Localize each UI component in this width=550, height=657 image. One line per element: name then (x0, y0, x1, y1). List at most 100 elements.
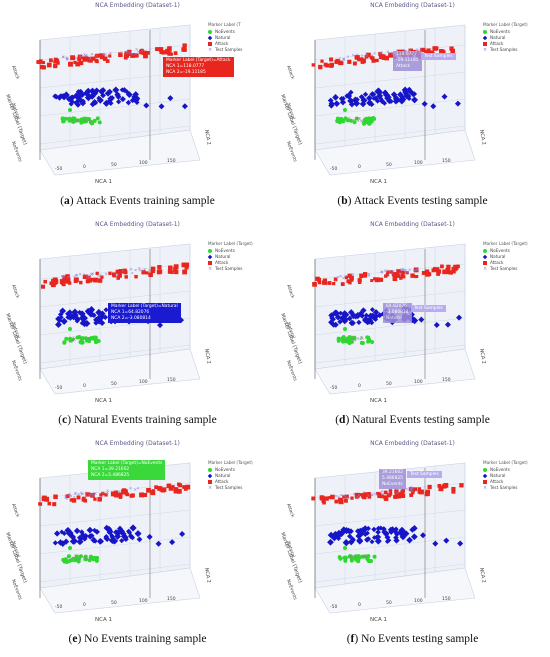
attack-point (85, 492, 90, 497)
legend-item-natural[interactable]: Natural (207, 35, 242, 41)
legend-item-attack[interactable]: Attack (208, 41, 242, 47)
legend-item-natural[interactable]: Natural (482, 473, 528, 479)
attack-point (141, 50, 147, 56)
attack-point (117, 273, 122, 278)
natural-point (399, 533, 407, 541)
y-tick-label: Attack (285, 284, 296, 300)
attack-point (410, 273, 415, 278)
scatter-3d-plot[interactable]: ××××××××××××××××××××××××××××××××××××××××… (0, 0, 275, 190)
test-point: × (337, 494, 340, 499)
test-point: × (106, 490, 109, 495)
test-point: × (352, 118, 355, 123)
test-point: × (354, 338, 357, 343)
legend-title: Marker Label (T (208, 22, 241, 27)
panel-f: NCA Embedding (Dataset-1) × × × × × × × × × × × × × × ×… (275, 438, 550, 657)
attack-point (95, 271, 99, 275)
attack-point (165, 48, 171, 54)
legend-item-noevents[interactable]: NoEvents (208, 29, 242, 35)
natural-point (384, 95, 391, 102)
caption-text: Attack Events training sample (75, 195, 215, 207)
attack-point (116, 276, 120, 280)
legend[interactable]: Marker Label (Target) NoEvents Natural Atta… (207, 241, 253, 272)
legend-item-attack[interactable]: Attack (208, 479, 253, 485)
scatter-3d-plot[interactable]: ××××××××××××××××××××××××××××××××××××××××… (275, 219, 550, 409)
test-point: × (411, 485, 414, 490)
natural-point (93, 320, 99, 326)
legend-item-test-samples[interactable]: × Test Samples (208, 485, 253, 491)
legend-item-attack[interactable]: Attack (483, 41, 528, 47)
caption-paren: ( (335, 414, 340, 426)
legend[interactable]: Marker Label (T NoEvents Natural Attack × Tes… (207, 22, 242, 53)
test-point: × (87, 118, 90, 123)
legend-item-natural[interactable]: Natural (207, 254, 253, 260)
attack-point (345, 494, 349, 499)
test-point: × (129, 486, 132, 491)
diamond-marker-icon (482, 473, 488, 479)
test-point: × (413, 268, 416, 273)
legend-item-natural[interactable]: Natural (482, 254, 528, 260)
attack-point (118, 269, 123, 274)
attack-point (417, 489, 422, 494)
x-tick-label: -50 (55, 385, 62, 391)
test-point: × (80, 490, 83, 495)
legend-item-noevents[interactable]: NoEvents (208, 467, 253, 473)
test-point: × (88, 274, 91, 279)
legend[interactable]: Marker Label (Target) NoEvents Natural Atta… (482, 241, 528, 272)
attack-point (329, 64, 334, 68)
legend-item-test-samples[interactable]: × Test Samples (208, 266, 253, 272)
attack-point (134, 53, 139, 58)
test-point: × (95, 53, 98, 58)
attack-point (183, 487, 188, 491)
noevents-point (73, 118, 78, 123)
legend-item-noevents[interactable]: NoEvents (483, 467, 528, 473)
attack-point (94, 279, 98, 283)
test-point: × (92, 493, 95, 498)
scatter-3d-plot[interactable]: ××××××××××××××××××××××××××××××××××××××××… (275, 438, 550, 628)
natural-point (390, 91, 398, 98)
attack-point (421, 270, 426, 275)
legend-item-test-samples[interactable]: × Test Samples (483, 266, 528, 272)
legend-item-test-samples[interactable]: × Test Samples (483, 485, 528, 491)
legend-item-noevents[interactable]: NoEvents (483, 248, 528, 254)
noevents-point (336, 119, 341, 124)
noevents-point (362, 121, 367, 126)
x-tick-label: 150 (167, 158, 176, 164)
natural-point (169, 539, 176, 546)
natural-point (155, 540, 162, 547)
attack-point (168, 486, 174, 491)
test-point: × (386, 49, 389, 54)
scatter-3d-plot[interactable]: ××××××××××××××××××××××××××××××××××××××××… (0, 219, 275, 409)
legend-item-attack[interactable]: Attack (208, 260, 253, 266)
legend-item-attack[interactable]: Attack (483, 479, 528, 485)
legend-item-natural[interactable]: Natural (482, 35, 528, 41)
test-point: × (91, 271, 94, 276)
scatter-3d-plot[interactable]: ××××××××××××××××××××××××××××××××××××××××… (0, 438, 275, 628)
legend-item-attack[interactable]: Attack (483, 260, 528, 266)
legend-item-test-samples[interactable]: × Test Samples (208, 47, 242, 53)
attack-point (378, 52, 383, 56)
legend-item-test-samples[interactable]: × Test Samples (483, 47, 528, 53)
legend[interactable]: Marker Label (Target) NoEvents Natural Atta… (207, 460, 253, 491)
attack-point (338, 499, 344, 505)
natural-point (393, 526, 399, 532)
legend-item-noevents[interactable]: NoEvents (208, 248, 253, 254)
test-point: × (84, 53, 87, 58)
attack-point (173, 489, 178, 494)
noevents-point (365, 557, 370, 562)
noevents-point (367, 121, 372, 126)
attack-point (70, 498, 74, 502)
attack-point (178, 483, 183, 488)
attack-point (344, 498, 348, 503)
test-point: × (128, 50, 131, 55)
natural-point (421, 100, 428, 107)
attack-point (168, 265, 173, 271)
attack-point (419, 489, 424, 495)
y-tick-label: Natural (285, 541, 296, 559)
legend-item-natural[interactable]: Natural (207, 473, 253, 479)
test-point: × (104, 52, 107, 57)
test-point: × (346, 54, 349, 59)
legend[interactable]: Marker Label (Target) NoEvents Natural Atta… (482, 460, 528, 491)
legend-item-noevents[interactable]: NoEvents (483, 29, 528, 35)
legend[interactable]: Marker Label (Target) NoEvents Natural Atta… (482, 22, 528, 53)
test-point: × (68, 492, 71, 497)
